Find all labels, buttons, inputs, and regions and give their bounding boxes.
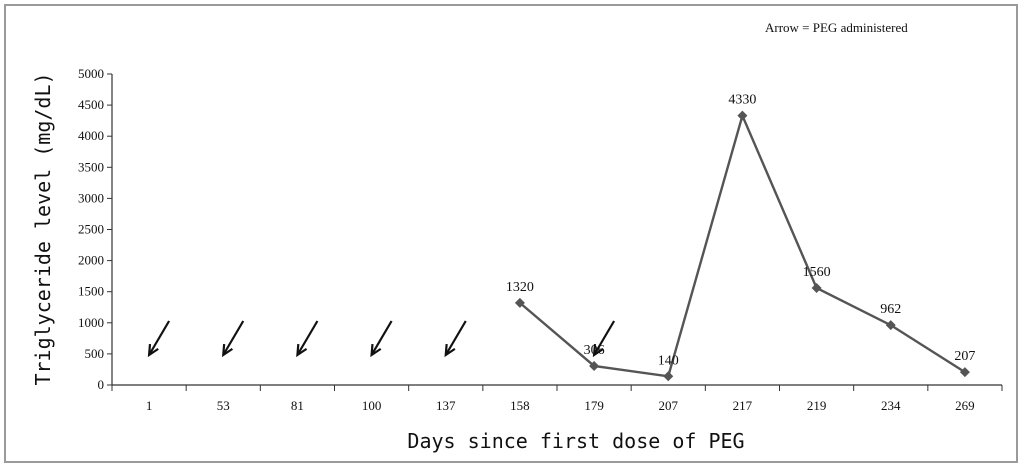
y-tick-label: 3000 [78, 190, 104, 205]
peg-arrow [296, 320, 319, 358]
x-tick-label: 217 [733, 398, 753, 413]
peg-arrow [147, 320, 171, 358]
y-tick-label: 4500 [78, 97, 104, 112]
y-axis: 0 500 1000 1500 2000 2500 3000 3500 4000 4500 5000 [78, 66, 113, 392]
data-point [514, 297, 525, 308]
y-tick-label: 1000 [78, 315, 104, 330]
data-point [589, 360, 600, 371]
data-label: 1560 [803, 265, 831, 280]
y-tick-label: 5000 [78, 66, 104, 81]
x-axis: 1 53 81 100 137 158 179 207 217 219 234 269 [111, 384, 1003, 413]
data-labels: 1320 306 140 4330 1560 962 207 [506, 93, 976, 369]
chart-frame [4, 4, 1018, 463]
x-tick-label: 219 [807, 398, 827, 413]
data-point [811, 282, 822, 293]
x-tick-label: 81 [291, 398, 304, 413]
x-tick-label: 1 [146, 398, 153, 413]
data-point [885, 320, 896, 331]
peg-arrow [221, 320, 245, 358]
x-tick-label: 100 [362, 398, 382, 413]
data-label: 207 [954, 349, 975, 364]
y-tick-label: 0 [98, 377, 105, 392]
series-line-path [519, 112, 966, 378]
data-label: 1320 [506, 280, 534, 295]
peg-arrow [444, 320, 467, 358]
y-tick-label: 3500 [78, 159, 104, 174]
data-label: 962 [880, 302, 901, 317]
x-tick-label: 269 [955, 398, 975, 413]
peg-arrow [370, 320, 393, 358]
legend-note: Arrow = PEG administered [765, 20, 908, 35]
peg-arrows [147, 320, 616, 358]
data-label: 4330 [728, 93, 756, 108]
x-tick-label: 137 [436, 398, 456, 413]
data-label: 306 [584, 343, 605, 358]
y-tick-label: 1500 [78, 284, 104, 299]
x-tick-label: 158 [510, 398, 530, 413]
series-line [514, 110, 970, 382]
x-tick-label: 234 [881, 398, 901, 413]
x-tick-label: 207 [659, 398, 679, 413]
x-tick-label: 179 [584, 398, 604, 413]
y-tick-label: 2000 [78, 253, 104, 268]
y-tick-label: 2500 [78, 222, 104, 237]
y-tick-label: 500 [85, 346, 105, 361]
x-axis-title: Days since first dose of PEG [407, 429, 744, 453]
data-label: 140 [658, 353, 679, 368]
x-tick-label: 53 [217, 398, 230, 413]
y-axis-title: Triglyceride level (mg/dL) [31, 72, 55, 385]
peg-arrow [592, 320, 616, 358]
data-point [959, 367, 970, 378]
y-tick-label: 4000 [78, 128, 104, 143]
data-point [663, 371, 674, 382]
data-point [737, 110, 748, 121]
